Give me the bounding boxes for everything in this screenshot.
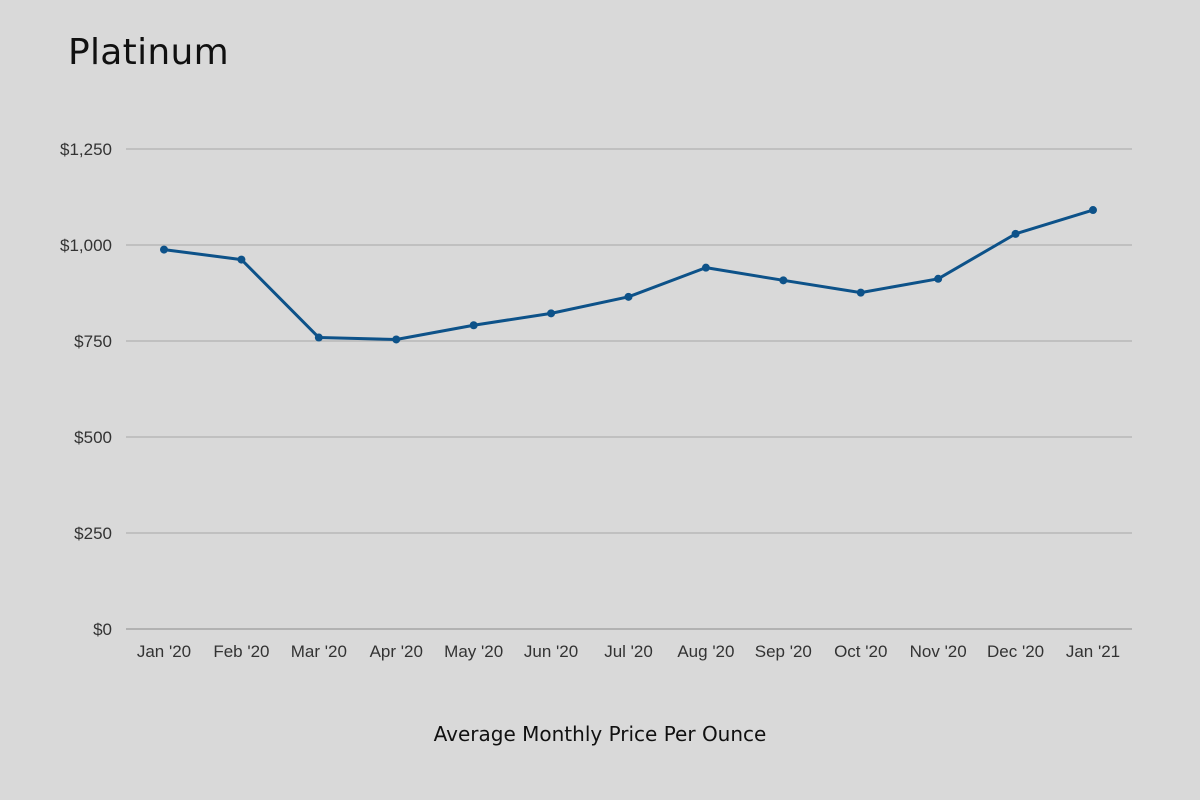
y-tick-label: $0: [93, 620, 112, 639]
data-point: [779, 276, 788, 285]
data-point: [160, 245, 168, 254]
x-tick-label: Jun '20: [524, 642, 578, 661]
data-point: [1011, 229, 1020, 238]
data-point: [1089, 206, 1097, 215]
x-tick-label: Dec '20: [987, 642, 1044, 661]
data-point: [547, 309, 556, 318]
x-tick-label: Aug '20: [677, 642, 734, 661]
y-tick-label: $250: [74, 524, 112, 543]
y-tick-label: $500: [74, 428, 112, 447]
x-tick-label: Jul '20: [604, 642, 653, 661]
x-tick-label: Apr '20: [370, 642, 423, 661]
data-point: [624, 292, 633, 301]
data-point: [237, 255, 246, 264]
chart-title: Platinum: [68, 32, 229, 73]
x-tick-label: May '20: [444, 642, 503, 661]
series-line: [162, 208, 1095, 341]
x-tick-label: Mar '20: [291, 642, 347, 661]
x-tick-label: Feb '20: [213, 642, 269, 661]
data-point: [934, 274, 943, 283]
x-tick-label: Oct '20: [834, 642, 887, 661]
data-point: [314, 333, 323, 342]
x-axis-label: Average Monthly Price Per Ounce: [433, 722, 767, 746]
y-tick-label: $750: [74, 332, 112, 351]
x-tick-label: Jan '20: [137, 642, 191, 661]
x-tick-label: Nov '20: [910, 642, 967, 661]
data-point: [856, 288, 865, 297]
data-point: [392, 335, 401, 344]
y-tick-label: $1,000: [60, 236, 112, 255]
data-point: [469, 321, 478, 330]
x-tick-label: Sep '20: [755, 642, 812, 661]
data-point: [701, 263, 710, 272]
y-tick-label: $1,250: [60, 140, 112, 159]
x-tick-label: Jan '21: [1066, 642, 1120, 661]
